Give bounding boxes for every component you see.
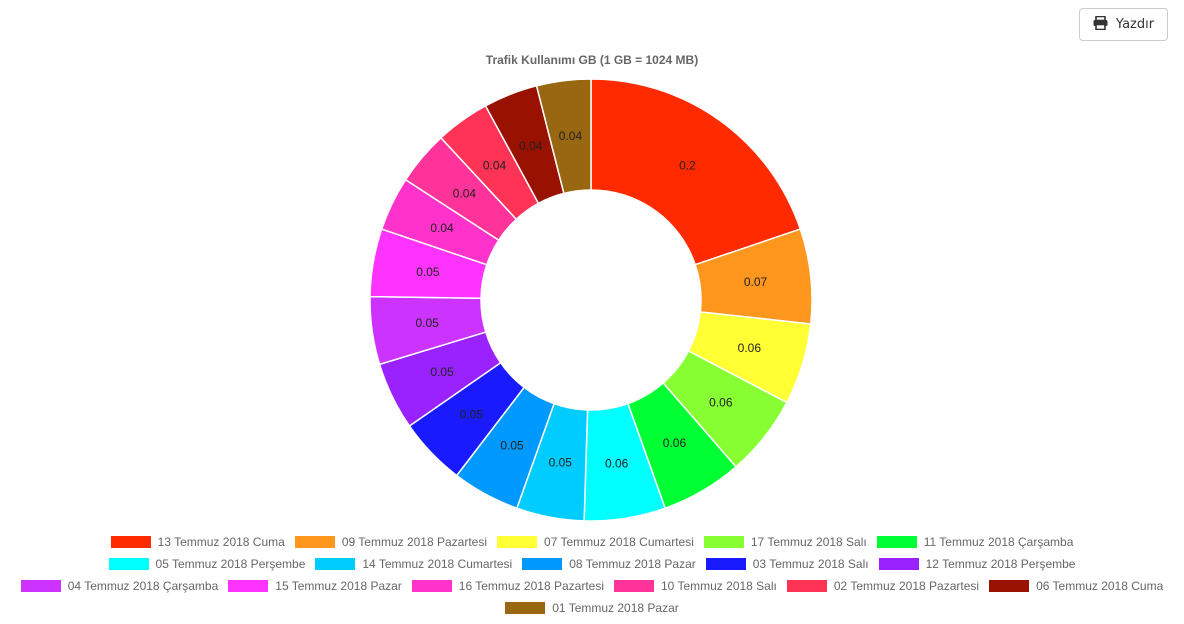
legend-swatch	[878, 558, 919, 570]
legend-item[interactable]: 11 Temmuz 2018 Çarşamba	[876, 535, 1074, 549]
legend-label: 01 Temmuz 2018 Pazar	[552, 601, 679, 615]
slice-label: 0.05	[500, 438, 524, 452]
legend-label: 04 Temmuz 2018 Çarşamba	[67, 579, 219, 593]
slice-label: 0.05	[430, 365, 454, 379]
slice-label: 0.05	[416, 265, 440, 279]
legend-label: 11 Temmuz 2018 Çarşamba	[923, 535, 1074, 549]
slice-label: 0.06	[709, 396, 733, 410]
slice-16[interactable]	[535, 78, 592, 195]
legend-label: 06 Temmuz 2018 Cuma	[1036, 579, 1164, 593]
legend-swatch	[505, 602, 546, 614]
legend-item[interactable]: 08 Temmuz 2018 Pazar	[522, 557, 696, 571]
legend-item[interactable]: 02 Temmuz 2018 Pazartesi	[786, 579, 980, 593]
legend-item[interactable]: 04 Temmuz 2018 Çarşamba	[20, 579, 219, 593]
legend-label: 05 Temmuz 2018 Perşembe	[155, 557, 306, 571]
legend-item[interactable]: 07 Temmuz 2018 Cumartesi	[497, 535, 694, 549]
legend-label: 07 Temmuz 2018 Cumartesi	[544, 535, 694, 549]
legend-label: 13 Temmuz 2018 Cuma	[157, 535, 285, 549]
legend-item[interactable]: 05 Temmuz 2018 Perşembe	[108, 557, 306, 571]
legend-row: 05 Temmuz 2018 Perşembe 14 Temmuz 2018 Cu…	[0, 553, 1184, 575]
legend-swatch	[614, 580, 654, 592]
legend-swatch	[108, 558, 149, 570]
slice-label: 0.05	[460, 407, 484, 421]
legend: 13 Temmuz 2018 Cuma 09 Temmuz 2018 Pazart…	[0, 531, 1184, 619]
legend-item[interactable]: 10 Temmuz 2018 Salı	[614, 579, 777, 593]
legend-swatch	[315, 558, 356, 570]
legend-item[interactable]: 12 Temmuz 2018 Perşembe	[878, 557, 1076, 571]
slice-label: 0.04	[430, 221, 454, 235]
legend-swatch	[20, 580, 61, 592]
slice-label: 0.04	[483, 159, 507, 173]
legend-item[interactable]: 13 Temmuz 2018 Cuma	[110, 535, 285, 549]
legend-label: 17 Temmuz 2018 Salı	[750, 535, 867, 549]
slice-label: 0.04	[559, 129, 583, 143]
slice-label: 0.05	[415, 316, 439, 330]
print-icon	[1093, 15, 1108, 34]
print-label: Yazdır	[1115, 17, 1155, 32]
slice-label: 0.04	[453, 186, 477, 200]
legend-label: 14 Temmuz 2018 Cumartesi	[362, 557, 513, 571]
legend-item[interactable]: 09 Temmuz 2018 Pazartesi	[294, 535, 488, 549]
slice-label: 0.04	[519, 139, 543, 153]
legend-swatch	[522, 558, 563, 570]
slice-label: 0.06	[663, 436, 687, 450]
legend-swatch	[989, 580, 1030, 592]
legend-item[interactable]: 06 Temmuz 2018 Cuma	[989, 579, 1163, 593]
legend-item[interactable]: 17 Temmuz 2018 Salı	[703, 535, 867, 549]
chart-title: Trafik Kullanımı GB (1 GB = 1024 MB)	[485, 53, 699, 67]
slice-label: 0.06	[605, 457, 629, 471]
legend-label: 12 Temmuz 2018 Perşembe	[925, 557, 1076, 571]
legend-item[interactable]: 03 Temmuz 2018 Salı	[705, 557, 869, 571]
slice-label: 0.07	[744, 275, 768, 289]
legend-item[interactable]: 01 Temmuz 2018 Pazar	[505, 601, 679, 615]
legend-label: 03 Temmuz 2018 Salı	[752, 557, 869, 571]
legend-label: 15 Temmuz 2018 Pazar	[275, 579, 402, 593]
doughnut-chart: 0.2 0.07 0.06 0.06 0.06 0.06 0.05 0.05 0.05 0.05 0…	[369, 78, 813, 522]
legend-swatch	[786, 580, 827, 592]
legend-row: 01 Temmuz 2018 Pazar	[0, 597, 1184, 619]
legend-swatch	[876, 536, 917, 548]
legend-swatch	[110, 536, 151, 548]
legend-swatch	[294, 536, 335, 548]
legend-item[interactable]: 14 Temmuz 2018 Cumartesi	[315, 557, 512, 571]
slice-label: 0.2	[679, 159, 696, 173]
legend-row: 04 Temmuz 2018 Çarşamba 15 Temmuz 2018 Pa…	[0, 575, 1184, 597]
legend-swatch	[411, 580, 452, 592]
slice-0[interactable]	[590, 78, 802, 266]
print-button[interactable]: Yazdır	[1079, 8, 1168, 41]
slice-label: 0.06	[738, 341, 762, 355]
legend-label: 16 Temmuz 2018 Pazartesi	[458, 579, 604, 593]
slice-label: 0.05	[549, 456, 573, 470]
legend-swatch	[228, 580, 269, 592]
legend-label: 02 Temmuz 2018 Pazartesi	[833, 579, 980, 593]
legend-swatch	[497, 536, 538, 548]
legend-swatch	[705, 558, 746, 570]
legend-label: 08 Temmuz 2018 Pazar	[569, 557, 696, 571]
legend-row: 13 Temmuz 2018 Cuma 09 Temmuz 2018 Pazart…	[0, 531, 1184, 553]
legend-swatch	[703, 536, 744, 548]
legend-item[interactable]: 15 Temmuz 2018 Pazar	[228, 579, 402, 593]
legend-label: 09 Temmuz 2018 Pazartesi	[341, 535, 488, 549]
legend-item[interactable]: 16 Temmuz 2018 Pazartesi	[411, 579, 604, 593]
legend-label: 10 Temmuz 2018 Salı	[661, 579, 777, 593]
